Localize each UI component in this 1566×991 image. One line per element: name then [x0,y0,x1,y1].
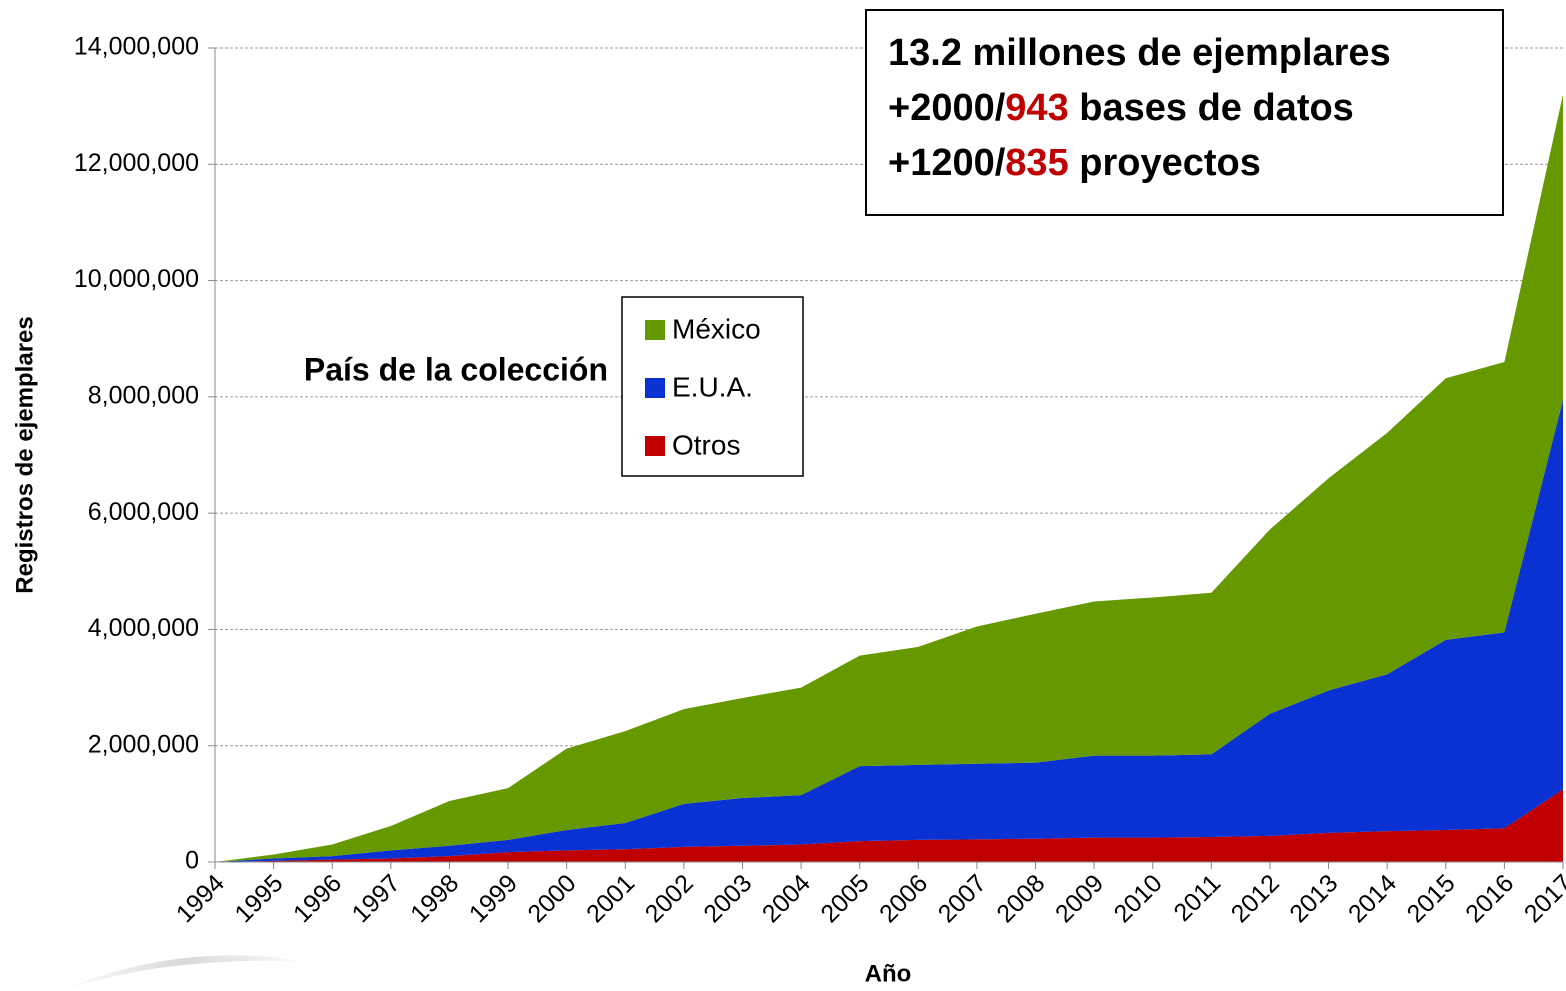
x-tick-label: 2011 [1168,869,1226,927]
x-tick-label: 2006 [874,869,933,928]
x-tick-label: 2000 [522,869,581,928]
annotation-part: 943 [1005,87,1068,129]
legend-swatch [645,378,665,398]
plot-area [215,47,1563,862]
x-tick-label: 2009 [1050,869,1109,928]
annotation: 13.2 millones de ejemplares +2000/943 bas… [888,32,1391,184]
y-tick-label: 4,000,000 [88,614,199,642]
x-tick-label: 1998 [405,869,464,928]
x-tick-label: 2017 [1519,869,1566,928]
x-tick-label: 2012 [1226,869,1285,928]
y-tick-label: 14,000,000 [74,33,199,61]
annotation-line: +1200/835 proyectos [888,142,1261,184]
legend-label: E.U.A. [672,371,753,402]
x-axis-title: Año [865,960,912,987]
x-tick-label: 1994 [171,869,230,928]
y-tick-label: 6,000,000 [88,498,199,526]
x-tick-label: 2001 [581,869,640,928]
y-tick-label: 2,000,000 [88,730,199,758]
x-tick-label: 2005 [815,869,874,928]
x-tick-label: 2004 [757,869,816,928]
x-tick-label: 2015 [1402,869,1461,928]
x-tick-label: 2013 [1284,869,1343,928]
x-tick-label: 2010 [1109,869,1168,928]
y-tick-label: 10,000,000 [74,265,199,293]
legend-label: México [672,313,761,344]
x-tick-label: 2007 [933,869,992,928]
x-tick-label: 1995 [229,869,288,928]
annotation-box [865,9,1504,216]
annotation-line: 13.2 millones de ejemplares [888,32,1391,74]
x-tick-label: 2016 [1460,869,1519,928]
x-tick-label: 2014 [1343,869,1402,928]
annotation-line: +2000/943 bases de datos [888,87,1354,129]
legend-swatch [645,320,665,340]
legend-label: Otros [672,429,740,460]
x-tick-label: 2003 [698,869,757,928]
x-tick-label: 1996 [288,869,347,928]
y-tick-label: 0 [185,847,199,875]
x-tick-label: 1997 [347,869,406,928]
x-tick-label: 2008 [991,869,1050,928]
x-tick-label: 1999 [464,869,523,928]
area [215,94,1563,862]
legend-title: País de la colección [304,351,608,387]
annotation-part: 835 [1005,142,1068,184]
y-tick-label: 8,000,000 [88,381,199,409]
x-tick-label: 2002 [640,869,699,928]
area [215,399,1563,862]
y-axis-title: Registros de ejemplares [11,316,38,593]
area [215,789,1563,862]
annotation-part: proyectos [1069,142,1261,184]
annotation-part: bases de datos [1069,87,1354,129]
annotation-part: +2000/ [888,87,1006,129]
decoration [60,955,310,991]
annotation-part: 13.2 millones de ejemplares [888,32,1391,74]
legend-swatch [645,436,665,456]
annotation-part: +1200/ [888,142,1006,184]
y-tick-label: 12,000,000 [74,149,199,177]
